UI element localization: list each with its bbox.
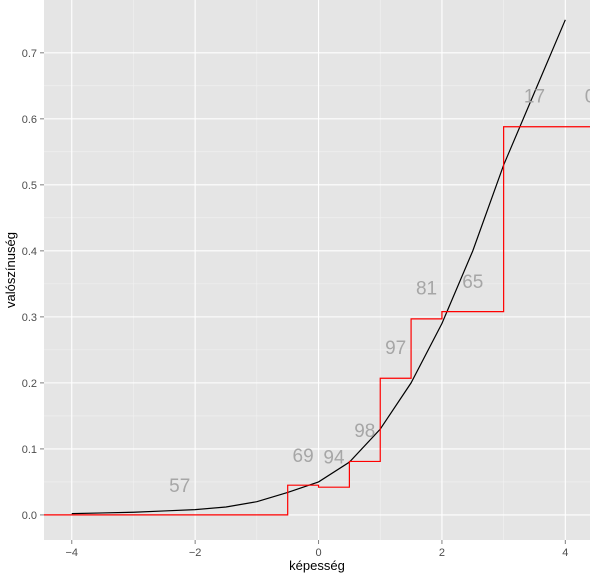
x-tick-label: −4 (65, 547, 78, 559)
gridlines (44, 0, 590, 540)
y-tick-label: 0.3 (22, 312, 37, 324)
annotation-label: 81 (416, 278, 437, 299)
curve-series-line (71, 19, 566, 515)
x-tick-label: −2 (189, 547, 202, 559)
annotation-label: 94 (323, 447, 345, 468)
x-tick-label: 2 (439, 547, 445, 559)
plot-panel (44, 0, 590, 540)
annotation-label: 97 (385, 338, 406, 359)
annotation-label: 65 (462, 272, 483, 293)
axes: −4 −2 0 2 4 0.0 0.1 0.2 0.3 0.4 0.5 0.6 0.7 (22, 48, 569, 559)
annotation-label: 17 (524, 86, 545, 107)
y-tick-label: 0.2 (22, 378, 37, 390)
y-axis-title: valószínuség (3, 232, 18, 308)
series-group (44, 19, 590, 516)
annotation-label: 57 (169, 476, 190, 497)
y-tick-label: 0.7 (22, 48, 37, 60)
y-tick-label: 0.1 (22, 444, 37, 456)
y-tick-label: 0.0 (22, 510, 37, 522)
annotation-group: 57 69 94 98 97 81 65 17 0 (169, 86, 590, 496)
x-tick-label: 4 (562, 547, 568, 559)
annotation-label: 98 (354, 421, 375, 442)
annotation-label: 69 (293, 446, 314, 467)
x-axis-title: képesség (289, 558, 345, 573)
x-tick-label: 0 (315, 547, 321, 559)
y-tick-label: 0.4 (22, 246, 37, 258)
y-tick-label: 0.6 (22, 114, 37, 126)
annotation-label: 0 (585, 86, 590, 107)
y-tick-label: 0.5 (22, 180, 37, 192)
step-series-line (44, 126, 590, 516)
